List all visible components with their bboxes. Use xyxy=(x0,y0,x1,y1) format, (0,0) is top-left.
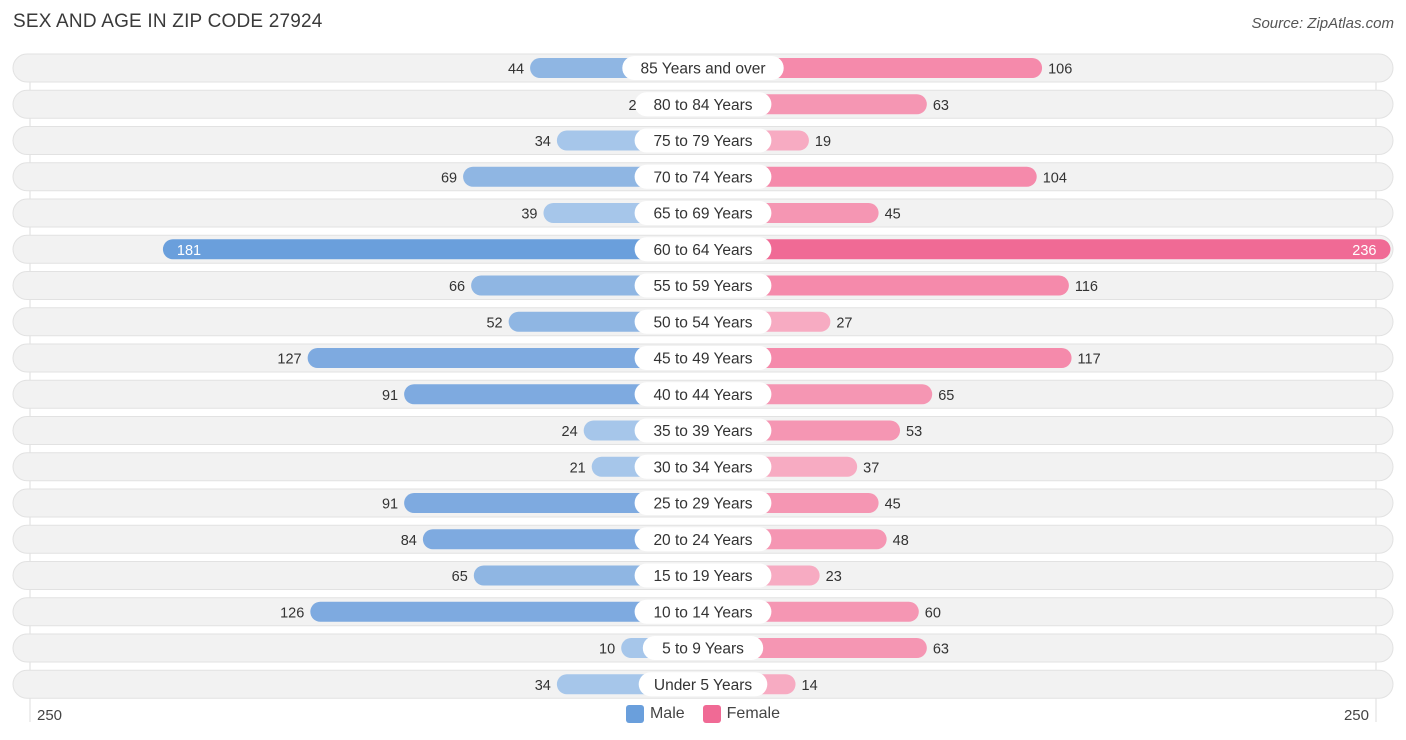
category-label: 10 to 14 Years xyxy=(653,604,752,621)
legend-label-male: Male xyxy=(649,705,685,722)
value-label-male: 65 xyxy=(452,569,468,585)
category-label-pill xyxy=(634,201,772,225)
value-label-female: 19 xyxy=(815,134,831,150)
category-label-pill xyxy=(634,418,772,443)
bar-male xyxy=(422,529,703,550)
bar-male xyxy=(307,348,703,368)
category-label: 65 to 69 Years xyxy=(653,206,752,223)
bar-female xyxy=(703,166,1037,187)
bar-male xyxy=(404,384,703,405)
legend-item-male: Male xyxy=(625,705,685,723)
category-label-pill xyxy=(634,164,772,189)
value-label-female: 14 xyxy=(802,678,818,694)
source-text: Source: ZipAtlas.com xyxy=(1251,15,1394,32)
category-label-pill xyxy=(634,454,772,479)
axis-right-label: 250 xyxy=(1343,707,1369,724)
value-label-female: 63 xyxy=(933,98,949,114)
value-label-female: 27 xyxy=(836,315,852,331)
value-label-male: 34 xyxy=(535,134,551,150)
value-label-male: 91 xyxy=(382,497,398,513)
legend-swatch-female xyxy=(702,705,721,723)
value-label-female: 236 xyxy=(1352,243,1376,259)
value-label-female: 104 xyxy=(1043,170,1067,186)
legend: Male Female xyxy=(0,705,1406,723)
bar-female xyxy=(703,239,1391,260)
value-label-male: 34 xyxy=(535,678,551,694)
category-label-pill xyxy=(638,672,768,697)
value-label-male: 66 xyxy=(449,279,465,295)
category-label: 20 to 24 Years xyxy=(653,532,752,549)
category-label: 55 to 59 Years xyxy=(653,278,752,295)
category-label-pill xyxy=(634,128,772,153)
value-label-female: 63 xyxy=(933,642,949,658)
category-label: 75 to 79 Years xyxy=(653,133,752,150)
category-label-pill xyxy=(622,56,784,80)
value-label-male: 2 xyxy=(629,98,637,114)
category-label-pill xyxy=(634,599,772,624)
value-label-female: 23 xyxy=(826,569,842,585)
value-label-male: 181 xyxy=(177,243,201,259)
category-label-pill xyxy=(634,273,772,298)
bar-female xyxy=(703,58,1043,78)
category-label-pill xyxy=(634,491,772,515)
value-label-female: 106 xyxy=(1048,62,1072,78)
value-label-male: 10 xyxy=(599,642,615,658)
legend-item-female: Female xyxy=(702,705,781,723)
category-label: 40 to 44 Years xyxy=(653,387,752,404)
legend-swatch-male xyxy=(625,705,644,723)
legend-label-female: Female xyxy=(726,705,781,722)
category-label-pill xyxy=(634,563,772,588)
value-label-female: 45 xyxy=(885,497,901,513)
value-label-male: 24 xyxy=(562,424,578,440)
category-label: 25 to 29 Years xyxy=(653,496,752,513)
value-label-female: 117 xyxy=(1078,352,1101,368)
category-label-pill xyxy=(634,309,772,334)
category-label-pill xyxy=(634,92,772,117)
value-label-female: 116 xyxy=(1075,279,1098,295)
value-label-male: 21 xyxy=(570,460,586,476)
value-label-male: 127 xyxy=(277,352,301,368)
value-label-female: 45 xyxy=(885,207,901,223)
category-label: 35 to 39 Years xyxy=(653,423,752,440)
category-label: 80 to 84 Years xyxy=(653,97,752,114)
bar-male xyxy=(404,493,703,513)
value-label-male: 84 xyxy=(401,533,417,549)
value-label-female: 60 xyxy=(925,605,941,621)
bar-female xyxy=(703,348,1072,368)
value-label-female: 37 xyxy=(863,460,879,476)
bar-male xyxy=(162,239,704,260)
category-label: 30 to 34 Years xyxy=(653,459,752,476)
value-label-female: 65 xyxy=(938,388,954,404)
bar-female xyxy=(703,275,1069,296)
category-label: 60 to 64 Years xyxy=(653,242,752,259)
value-label-male: 52 xyxy=(486,315,502,331)
category-label: 5 to 9 Years xyxy=(662,641,744,658)
value-label-male: 44 xyxy=(508,62,524,78)
chart-title: SEX AND AGE IN ZIP CODE 27924 xyxy=(13,11,323,32)
category-label: 70 to 74 Years xyxy=(653,169,752,186)
category-label: 85 Years and over xyxy=(641,61,766,78)
category-label: 15 to 19 Years xyxy=(653,568,752,585)
value-label-male: 69 xyxy=(441,170,457,186)
value-label-male: 39 xyxy=(521,207,537,223)
category-label: 45 to 49 Years xyxy=(653,351,752,368)
category-label: Under 5 Years xyxy=(654,677,752,694)
category-label-pill xyxy=(634,237,772,262)
value-label-female: 48 xyxy=(893,533,909,549)
bar-male xyxy=(310,601,703,622)
category-label: 50 to 54 Years xyxy=(653,314,752,331)
value-label-female: 53 xyxy=(906,424,922,440)
value-label-male: 126 xyxy=(280,605,304,621)
axis-left-label: 250 xyxy=(37,707,63,724)
category-label-pill xyxy=(634,527,772,552)
value-label-male: 91 xyxy=(382,388,398,404)
category-label-pill xyxy=(634,382,772,407)
category-label-pill xyxy=(642,636,764,660)
category-label-pill xyxy=(634,346,772,370)
